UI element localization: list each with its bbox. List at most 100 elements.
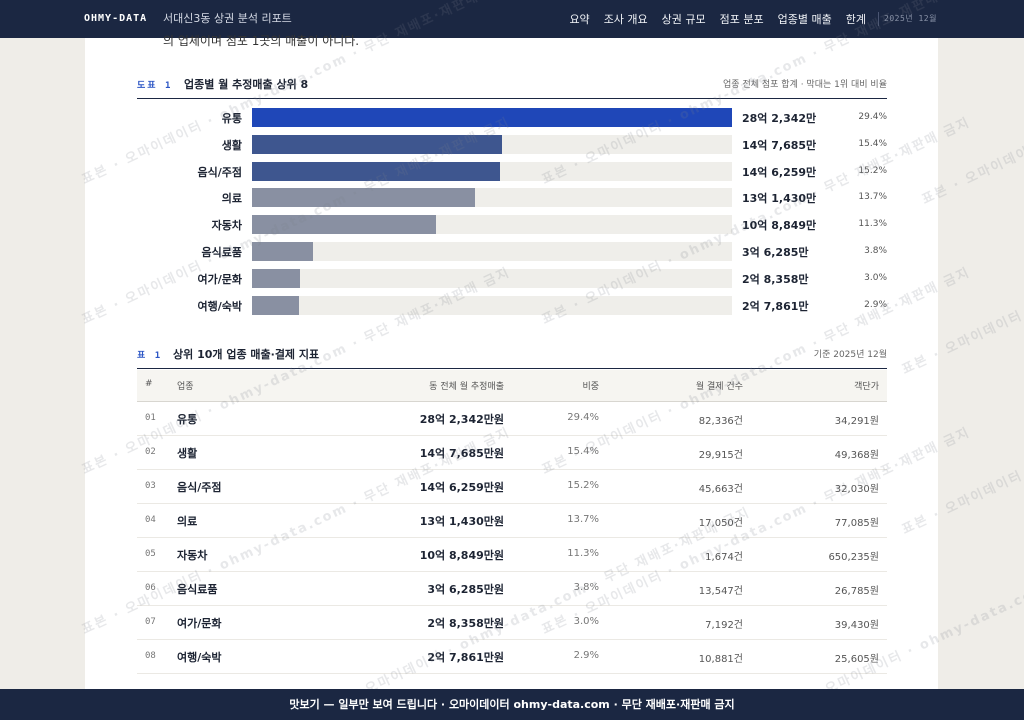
bar-row: 여행/숙박 2억 7,861만 2.9% (137, 295, 887, 315)
table-row: 06 음식료품 3억 6,285만원 3.8% 13,547건 26,785원 (137, 572, 887, 606)
bar-category-label: 의료 (221, 192, 242, 206)
bar-row: 여가/문화 2억 8,358만 3.0% (137, 268, 887, 288)
bar (252, 268, 300, 288)
cell-industry: 의료 (177, 515, 198, 528)
cell-share: 15.4% (567, 446, 599, 457)
nav-links: 요약 조사 개요 상권 규모 점포 분포 업종별 매출 한계 (569, 0, 866, 38)
nav-link-limitations[interactable]: 한계 (845, 13, 866, 26)
cell-count: 17,050건 (698, 518, 743, 529)
brand-logo[interactable]: OHMY-DATA (84, 13, 148, 24)
bar-track (252, 134, 732, 154)
cell-count: 1,674건 (705, 552, 743, 563)
bar-row: 유통 28억 2,342만 29.4% (137, 108, 887, 127)
cell-unit-price: 39,430원 (834, 620, 879, 631)
figure-title: 업종별 월 추정매출 상위 8 (184, 78, 309, 91)
bar-row: 생활 14억 7,685만 15.4% (137, 134, 887, 154)
bar-track (252, 108, 732, 127)
col-header-unit-price: 객단가 (854, 382, 879, 392)
cell-unit-price: 26,785원 (834, 586, 879, 597)
cell-num: 02 (145, 447, 156, 457)
bar-category-label: 음식료품 (201, 246, 242, 259)
col-header-industry: 업종 (177, 382, 194, 392)
table-row: 04 의료 13억 1,430만원 13.7% 17,050건 77,085원 (137, 504, 887, 538)
bar-row: 음식/주점 14억 6,259만 15.2% (137, 161, 887, 181)
bar-category-label: 자동차 (211, 219, 242, 233)
nav-link-store-distribution[interactable]: 점포 분포 (719, 13, 764, 26)
bar-share-label: 2.9% (864, 299, 887, 310)
bar-value-label: 2억 8,358만 (742, 272, 809, 286)
cell-unit-price: 32,030원 (834, 484, 879, 495)
cell-industry: 자동차 (177, 549, 208, 562)
cell-sales: 2억 8,358만원 (427, 617, 504, 630)
bar-category-label: 생활 (221, 138, 242, 152)
cell-sales: 28억 2,342만원 (419, 413, 504, 426)
nav-divider (878, 12, 879, 26)
cell-count: 29,915건 (698, 450, 743, 461)
preview-banner: 맛보기 — 일부만 보여 드립니다 · 오마이데이터 ohmy-data.com… (0, 689, 1024, 720)
cell-sales: 2억 7,861만원 (427, 651, 504, 664)
bar-row: 자동차 10억 8,849만 11.3% (137, 215, 887, 235)
table-row: 07 여가/문화 2억 8,358만원 3.0% 7,192건 39,430원 (137, 606, 887, 640)
figure-note: 업종 전체 점포 합계 · 막대는 1위 대비 비율 (723, 80, 887, 90)
cell-industry: 유통 (177, 413, 198, 426)
bar-row: 의료 13억 1,430만 13.7% (137, 188, 887, 208)
bar (252, 188, 475, 208)
cell-share: 3.0% (573, 616, 599, 627)
bar (252, 215, 436, 235)
bar-row: 음식료품 3억 6,285만 3.8% (137, 242, 887, 261)
nav-link-overview[interactable]: 조사 개요 (603, 13, 648, 26)
cell-count: 10,881건 (698, 654, 743, 665)
bar-share-label: 29.4% (858, 112, 887, 122)
cell-unit-price: 34,291원 (834, 416, 879, 427)
table-row: 03 음식/주점 14억 6,259만원 15.2% 45,663건 32,030원 (137, 470, 887, 504)
bar-track (252, 215, 732, 235)
cell-unit-price: 25,605원 (834, 654, 879, 665)
table-row: 02 생활 14억 7,685만원 15.4% 29,915건 49,368원 (137, 436, 887, 470)
cell-industry: 음식료품 (177, 583, 218, 596)
bar-value-label: 14억 6,259만 (742, 165, 817, 179)
bar (252, 134, 502, 154)
bar-category-label: 여행/숙박 (197, 299, 243, 313)
cell-sales: 14억 7,685만원 (419, 447, 504, 460)
nav-link-sales-by-industry[interactable]: 업종별 매출 (777, 13, 832, 26)
cell-sales: 3억 6,285만원 (427, 583, 504, 596)
bar-track (252, 268, 732, 288)
table-head-row: # 업종 동 전체 월 추정매출 비중 월 결제 건수 객단가 (137, 370, 887, 402)
cell-unit-price: 650,235원 (828, 552, 879, 563)
bar-category-label: 음식/주점 (197, 165, 243, 179)
col-header-sales: 동 전체 월 추정매출 (429, 382, 504, 392)
bar (252, 295, 299, 315)
col-header-count: 월 결제 건수 (695, 382, 743, 392)
cell-count: 45,663건 (698, 484, 743, 495)
col-header-num: # (145, 379, 153, 389)
col-header-share: 비중 (582, 382, 599, 392)
cell-num: 07 (145, 617, 156, 627)
cell-sales: 13억 1,430만원 (419, 515, 504, 528)
bar-value-label: 10억 8,849만 (742, 219, 817, 233)
table-title: 상위 10개 업종 매출·결제 지표 (173, 348, 320, 361)
report-date: 2025년 12월 (884, 14, 937, 23)
nav-link-summary[interactable]: 요약 (569, 13, 590, 26)
bar-share-label: 15.2% (858, 165, 887, 176)
cell-industry: 음식/주점 (177, 481, 222, 494)
bar-share-label: 13.7% (858, 192, 887, 203)
cell-num: 08 (145, 651, 156, 661)
bar-value-label: 13억 1,430만 (742, 192, 817, 206)
bar-track (252, 161, 732, 181)
bar (252, 108, 732, 127)
table-row: 01 유통 28억 2,342만원 29.4% 82,336건 34,291원 (137, 402, 887, 436)
bar-track (252, 242, 732, 261)
cell-industry: 여가/문화 (177, 617, 222, 630)
figure-header: 도표 1 업종별 월 추정매출 상위 8 업종 전체 점포 합계 · 막대는 1… (137, 76, 887, 99)
cell-num: 06 (145, 583, 156, 593)
cell-share: 11.3% (567, 548, 599, 559)
bar-chart: 유통 28억 2,342만 29.4% 생활 14억 7,685만 15.4% 음식/주점 1… (137, 108, 887, 322)
bar-category-label: 여가/문화 (197, 272, 243, 286)
cell-unit-price: 77,085원 (834, 518, 879, 529)
bar-track (252, 188, 732, 208)
nav-link-market-size[interactable]: 상권 규모 (661, 13, 706, 26)
table-row: 08 여행/숙박 2억 7,861만원 2.9% 10,881건 25,605원 (137, 640, 887, 674)
cell-count: 82,336건 (698, 416, 743, 427)
cell-sales: 10억 8,849만원 (419, 549, 504, 562)
bar (252, 161, 500, 181)
